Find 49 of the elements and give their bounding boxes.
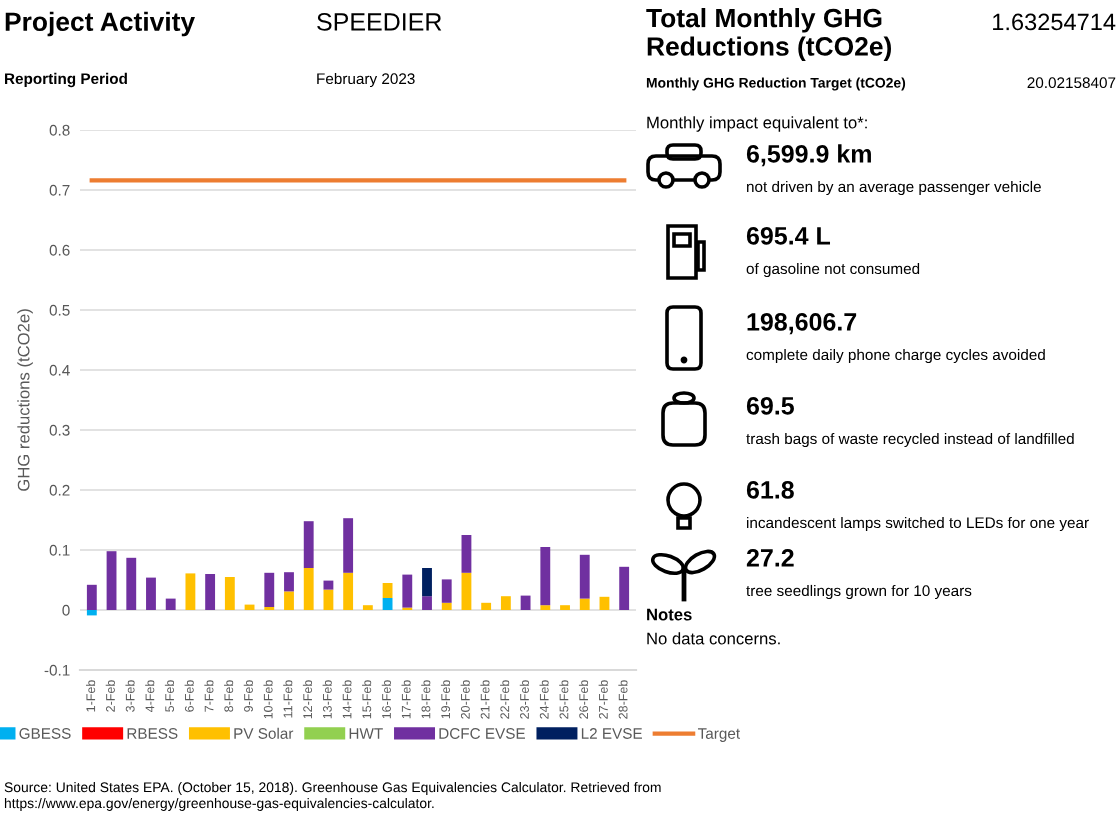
bar [323,580,334,590]
text: 61.8 [746,481,794,499]
bar [422,568,432,597]
text: 1.63254714 [993,13,1116,31]
bar [540,547,551,606]
bar [303,521,314,568]
bar [146,577,156,610]
bar [264,572,275,607]
bar [86,610,97,616]
bar [520,595,531,610]
bar [382,598,393,610]
y-axis-title: GHG reductions (tCO2e) [17,309,33,491]
text: Total Monthly GHG Reductions (tCO2e) [646,8,891,62]
bar [323,589,334,610]
bar [579,598,590,610]
bar [500,596,511,610]
text: 69.5 [746,397,794,415]
text: 695.4 L [746,227,831,245]
bar [165,598,176,610]
bar [579,554,590,599]
bar [422,596,432,610]
bar [303,568,314,610]
text: 27.2 [746,549,794,567]
chart-title: Project Activity [5,11,195,37]
bar [224,577,235,610]
bar [106,551,117,610]
bar [599,596,610,610]
bar [481,602,492,610]
text: 198,606.7 [747,313,857,335]
text: Notes [647,608,692,621]
bar [126,557,137,610]
bar [461,572,472,610]
bar [343,572,354,610]
text: SPEEDIER [317,13,442,31]
text: 6,599.9 km [746,144,871,167]
bar [461,535,472,573]
bar [402,574,413,608]
bar [382,583,393,598]
bar [284,572,294,592]
text: No data concerns. [647,632,780,645]
bar [441,602,452,610]
text: Monthly impact equivalent to*: [647,116,867,132]
bar [185,573,196,610]
bar [441,579,452,603]
bar [284,591,294,610]
bar [619,566,630,610]
bar [343,518,354,573]
bar [86,584,97,610]
bar [205,574,216,610]
